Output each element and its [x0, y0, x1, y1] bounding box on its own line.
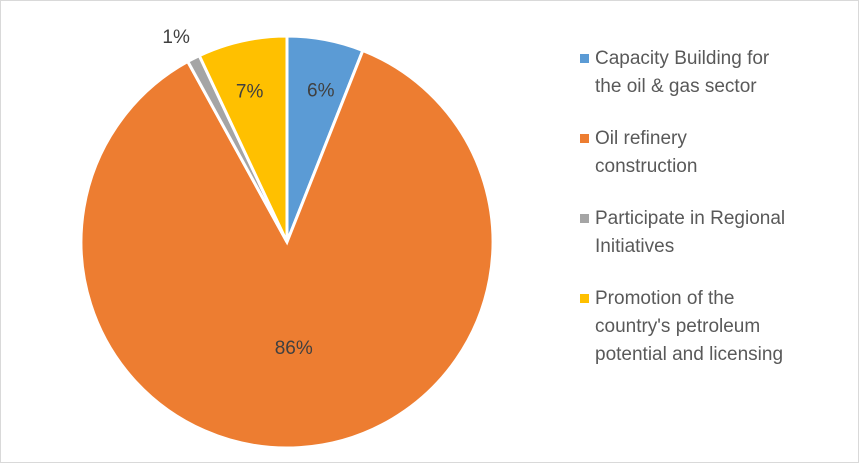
legend: Capacity Building for the oil & gas sect… — [580, 45, 850, 393]
pie-data-label: 7% — [236, 81, 264, 102]
legend-label-capacity-building: Capacity Building for the oil & gas sect… — [595, 45, 769, 101]
legend-item-promotion-licensing: Promotion of the country's petroleum pot… — [580, 285, 850, 369]
legend-line: Promotion of the — [595, 288, 735, 309]
pie-slice — [79, 48, 495, 450]
legend-line: construction — [595, 156, 698, 177]
legend-label-oil-refinery: Oil refinery construction — [595, 125, 697, 181]
pie-slice — [197, 34, 289, 243]
pie-data-label: 1% — [162, 27, 190, 48]
legend-item-regional-initiatives: Participate in Regional Initiatives — [580, 205, 850, 261]
legend-swatch-capacity-building — [580, 54, 589, 63]
legend-line: Oil refinery — [595, 128, 687, 149]
legend-line: Capacity Building for — [595, 48, 770, 69]
legend-swatch-promotion-licensing — [580, 294, 589, 303]
legend-line: the oil & gas sector — [595, 76, 757, 97]
pie-data-label: 86% — [275, 338, 313, 359]
legend-swatch-oil-refinery — [580, 134, 589, 143]
legend-label-promotion-licensing: Promotion of the country's petroleum pot… — [595, 285, 783, 369]
pie-data-label: 6% — [307, 80, 335, 101]
legend-label-regional-initiatives: Participate in Regional Initiatives — [595, 205, 785, 261]
legend-line: Participate in Regional — [595, 208, 786, 229]
legend-item-oil-refinery: Oil refinery construction — [580, 125, 850, 181]
legend-item-capacity-building: Capacity Building for the oil & gas sect… — [580, 45, 850, 101]
legend-line: potential and licensing — [595, 344, 784, 365]
legend-swatch-regional-initiatives — [580, 214, 589, 223]
legend-line: country's petroleum — [595, 316, 761, 337]
legend-line: Initiatives — [595, 236, 675, 257]
